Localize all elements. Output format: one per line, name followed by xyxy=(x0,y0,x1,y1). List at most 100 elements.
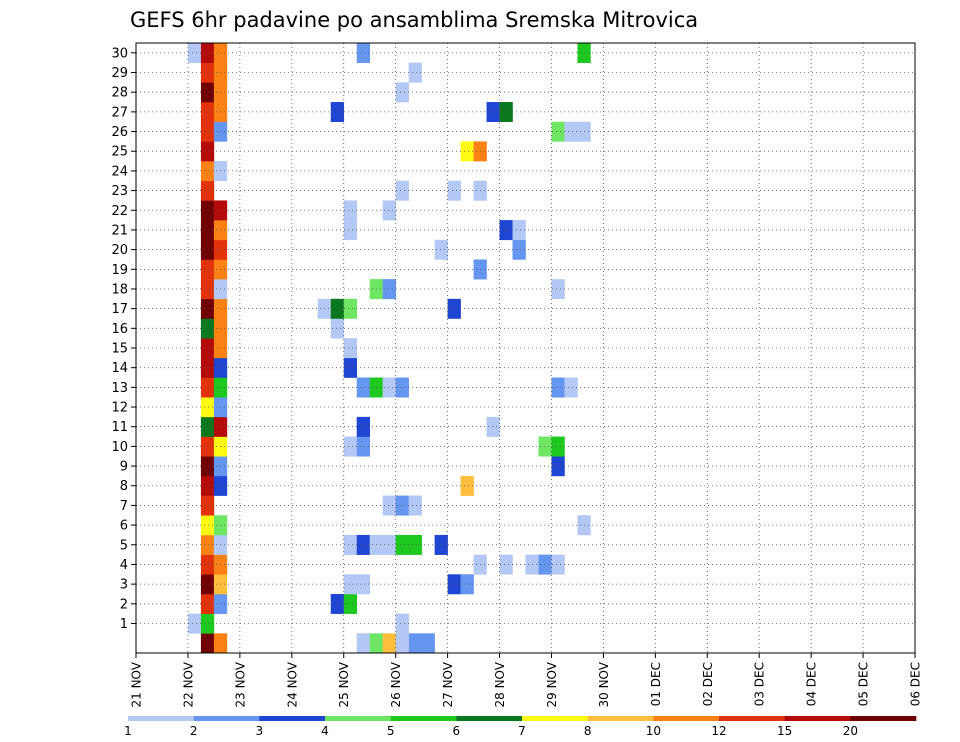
heatmap-cell xyxy=(460,475,474,496)
heatmap-cell xyxy=(499,554,513,575)
x-tick-label: 21 NOV xyxy=(130,661,144,707)
heatmap-cell xyxy=(551,436,565,457)
x-axis-ticks: 21 NOV 22 NOV 23 NOV 24 NOV 25 NOV 26 NOV 27 N… xyxy=(130,653,923,708)
y-tick-label: 13 xyxy=(111,381,128,396)
x-tick-label: 02 DEC xyxy=(701,662,715,706)
heatmap-cell xyxy=(382,495,396,516)
colorbar-label: 10 xyxy=(646,724,661,738)
heatmap-cell xyxy=(408,633,422,654)
x-tick-label: 23 NOV xyxy=(233,661,247,707)
heatmap-cell xyxy=(187,613,202,634)
heatmap-cell xyxy=(200,141,215,162)
heatmap-cell xyxy=(330,593,345,614)
heatmap-cell xyxy=(200,574,215,595)
heatmap-cell xyxy=(200,298,215,319)
colorbar-label: 4 xyxy=(321,724,329,738)
heatmap-cell xyxy=(200,534,215,555)
heatmap-cell xyxy=(330,318,345,339)
heatmap-cell xyxy=(200,633,215,654)
heatmap-cell xyxy=(200,180,215,201)
heatmap-cell xyxy=(369,633,383,654)
heatmap-cell xyxy=(343,200,358,221)
heatmap-cell xyxy=(356,534,370,555)
heatmap-cell xyxy=(200,43,215,63)
heatmap-cell xyxy=(330,102,345,123)
heatmap-cell xyxy=(187,43,202,63)
heatmap-cell xyxy=(382,377,396,398)
y-tick-label: 8 xyxy=(120,479,128,494)
y-tick-label: 27 xyxy=(111,105,128,120)
y-tick-label: 7 xyxy=(120,499,128,514)
heatmap-cell xyxy=(200,554,215,575)
heatmap-cell xyxy=(395,633,409,654)
heatmap-cell xyxy=(382,534,396,555)
heatmap-cell xyxy=(499,102,513,123)
heatmap-cell xyxy=(200,397,215,418)
colorbar-segment xyxy=(587,716,654,721)
heatmap-cell xyxy=(551,456,565,477)
heatmap-cells xyxy=(187,43,591,654)
y-tick-label: 28 xyxy=(111,86,128,101)
x-tick-label: 03 DEC xyxy=(753,662,767,706)
heatmap-cell xyxy=(460,141,474,162)
heatmap-cell xyxy=(356,43,370,63)
chart-grid xyxy=(136,43,915,653)
heatmap-cell xyxy=(486,416,500,437)
colorbar-label: 2 xyxy=(190,724,198,738)
colorbar-segment xyxy=(390,716,457,721)
y-tick-label: 30 xyxy=(111,46,128,61)
heatmap-cell xyxy=(200,279,215,300)
heatmap-cell xyxy=(200,161,215,182)
colorbar-label: 15 xyxy=(777,724,792,738)
heatmap-cell xyxy=(447,298,461,319)
heatmap-cell xyxy=(395,495,409,516)
colorbar-label: 6 xyxy=(453,724,461,738)
y-tick-label: 10 xyxy=(111,440,128,455)
x-tick-label: 29 NOV xyxy=(545,661,559,707)
heatmap-cell xyxy=(512,220,526,241)
heatmap-cell xyxy=(408,534,422,555)
colorbar-segment xyxy=(784,716,851,721)
y-tick-label: 25 xyxy=(111,145,128,160)
y-tick-label: 26 xyxy=(111,125,128,140)
heatmap-cell xyxy=(382,633,396,654)
chart-title: GEFS 6hr padavine po ansamblima Sremska … xyxy=(130,8,698,32)
heatmap-cell xyxy=(395,180,409,201)
heatmap-cell xyxy=(200,259,215,280)
heatmap-cell xyxy=(551,121,565,142)
heatmap-cell xyxy=(200,102,215,123)
heatmap-cell xyxy=(200,416,215,437)
heatmap-cell xyxy=(200,220,215,241)
colorbar-segment xyxy=(719,716,785,721)
colorbar-label: 1 xyxy=(124,724,132,738)
y-tick-label: 15 xyxy=(111,342,128,357)
x-tick-label: 27 NOV xyxy=(441,661,455,707)
heatmap-cell xyxy=(200,82,215,103)
heatmap-cell xyxy=(200,239,215,260)
heatmap-cell xyxy=(356,416,370,437)
y-tick-label: 19 xyxy=(111,263,128,278)
y-tick-label: 12 xyxy=(111,401,128,416)
heatmap-cell xyxy=(538,436,552,457)
heatmap-cell xyxy=(408,62,422,83)
heatmap-cell xyxy=(499,220,513,241)
heatmap-cell xyxy=(512,239,526,260)
heatmap-cell xyxy=(486,102,500,123)
heatmap-cell xyxy=(343,298,358,319)
y-tick-label: 22 xyxy=(111,204,128,219)
colorbar-segment xyxy=(193,716,260,721)
heatmap-cell xyxy=(200,475,215,496)
y-tick-label: 18 xyxy=(111,282,128,297)
heatmap-cell xyxy=(330,298,345,319)
y-tick-label: 29 xyxy=(111,66,128,81)
heatmap-cell xyxy=(408,495,422,516)
heatmap-cell xyxy=(447,574,461,595)
heatmap-cell xyxy=(356,633,370,654)
heatmap-cell xyxy=(200,62,215,83)
colorbar-label: 20 xyxy=(843,724,858,738)
heatmap-cell xyxy=(200,436,215,457)
colorbar-segment xyxy=(456,716,523,721)
colorbar-label: 7 xyxy=(518,724,526,738)
colorbar-label: 5 xyxy=(387,724,395,738)
x-tick-label: 22 NOV xyxy=(181,661,195,707)
